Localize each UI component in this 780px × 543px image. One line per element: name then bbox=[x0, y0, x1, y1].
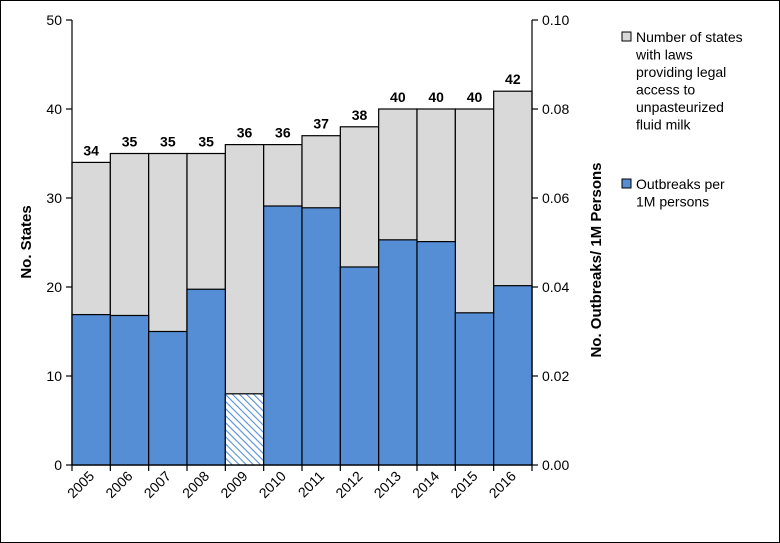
x-tick-label-2010: 2010 bbox=[256, 468, 289, 501]
data-label-2015: 40 bbox=[467, 89, 483, 105]
data-label-2007: 35 bbox=[160, 134, 176, 150]
data-label-2011: 37 bbox=[313, 116, 329, 132]
right-tick-label: 0.02 bbox=[542, 368, 569, 384]
data-label-2013: 40 bbox=[390, 89, 406, 105]
legend-label-line: Outbreaks per bbox=[636, 176, 725, 192]
right-tick-label: 0.04 bbox=[542, 279, 569, 295]
x-tick-label-2008: 2008 bbox=[179, 468, 212, 501]
bar-outbreaks-2010 bbox=[263, 205, 303, 466]
bar-outbreaks-2014 bbox=[416, 241, 456, 466]
right-tick-label: 0.06 bbox=[542, 190, 569, 206]
x-tick-label-2014: 2014 bbox=[409, 468, 442, 501]
bar-outbreaks-2011 bbox=[301, 207, 341, 466]
bar-outbreaks-2007 bbox=[148, 330, 188, 466]
x-tick-label-2007: 2007 bbox=[141, 468, 174, 501]
legend-label-line: with laws bbox=[635, 47, 693, 63]
legend-label-line: providing legal bbox=[636, 64, 726, 80]
data-label-2005: 34 bbox=[83, 142, 99, 158]
bar-outbreaks-2005 bbox=[71, 313, 111, 466]
left-tick-label: 40 bbox=[46, 101, 62, 117]
left-axis-ticks: 0 10 20 30 40 50 bbox=[46, 12, 72, 473]
legend-swatch-2 bbox=[621, 178, 632, 189]
legend-swatch-1 bbox=[621, 31, 632, 42]
data-label-2016: 42 bbox=[505, 71, 521, 87]
bar-outbreaks-2016 bbox=[493, 285, 533, 466]
data-labels: 34 35 35 35 36 36 37 38 40 40 40 42 bbox=[83, 71, 520, 158]
left-axis-title: No. States bbox=[18, 205, 35, 278]
x-tick-label-2012: 2012 bbox=[332, 468, 365, 501]
x-tick-label-2016: 2016 bbox=[486, 468, 519, 501]
data-label-2006: 35 bbox=[122, 134, 138, 150]
left-tick-label: 50 bbox=[46, 12, 62, 28]
x-tick-label-2011: 2011 bbox=[295, 468, 328, 501]
data-label-2008: 35 bbox=[198, 134, 214, 150]
x-axis-ticks: 2005 2006 2007 2008 2009 2010 2011 2012 2013 2014… bbox=[64, 465, 533, 501]
x-tick-label-2013: 2013 bbox=[371, 468, 404, 501]
right-axis-ticks: 0.00 0.02 0.04 0.06 0.08 0.10 bbox=[532, 12, 569, 473]
left-tick-label: 20 bbox=[46, 279, 62, 295]
legend-label-line: unpasteurized bbox=[636, 99, 724, 115]
right-tick-label: 0.10 bbox=[542, 12, 569, 28]
x-tick-label-2006: 2006 bbox=[102, 468, 135, 501]
bar-outbreaks-2015 bbox=[454, 312, 495, 466]
left-tick-label: 10 bbox=[46, 368, 62, 384]
data-label-2009: 36 bbox=[237, 125, 253, 141]
right-tick-label: 0.00 bbox=[542, 457, 569, 473]
legend-label-line: fluid milk bbox=[636, 117, 691, 133]
data-label-2014: 40 bbox=[428, 89, 444, 105]
right-tick-label: 0.08 bbox=[542, 101, 569, 117]
data-label-2012: 38 bbox=[352, 107, 368, 123]
legend-label-line: access to bbox=[636, 82, 695, 98]
left-tick-label: 30 bbox=[46, 190, 62, 206]
bar-outbreaks-2006 bbox=[109, 314, 150, 466]
legend-label-line: 1M persons bbox=[636, 194, 709, 210]
left-tick-label: 0 bbox=[54, 457, 62, 473]
bar-outbreaks-2012 bbox=[339, 266, 380, 466]
right-axis-title: No. Outbreaks/ 1M Persons bbox=[588, 162, 605, 357]
legend-label-line: Number of states bbox=[636, 29, 743, 45]
bar-outbreaks-2008 bbox=[186, 288, 226, 466]
bar-outbreaks-2009 bbox=[224, 393, 265, 466]
x-tick-label-2005: 2005 bbox=[64, 468, 97, 501]
x-tick-label-2015: 2015 bbox=[447, 468, 480, 501]
x-tick-label-2009: 2009 bbox=[217, 468, 250, 501]
data-label-2010: 36 bbox=[275, 125, 291, 141]
series-outbreaks-bars bbox=[71, 205, 533, 466]
bar-outbreaks-2013 bbox=[378, 239, 418, 466]
